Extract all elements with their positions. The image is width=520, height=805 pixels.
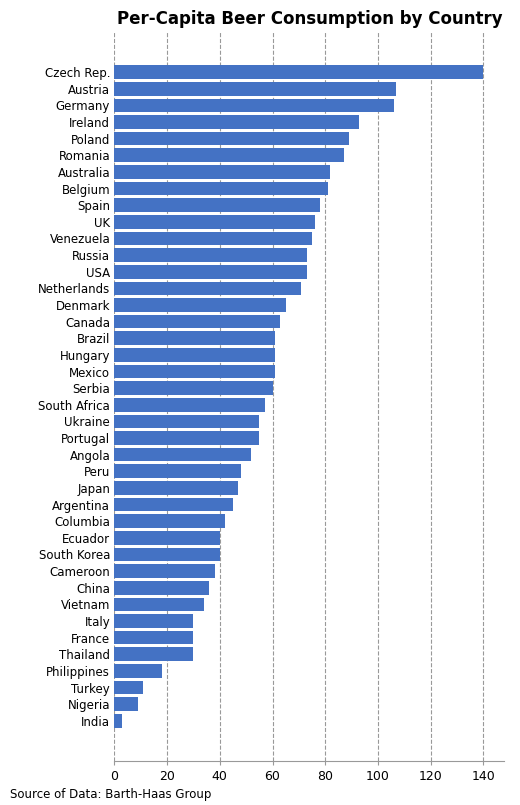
Text: Source of Data: Barth-Haas Group: Source of Data: Barth-Haas Group (10, 788, 212, 801)
Bar (114, 448, 252, 461)
Bar (114, 564, 215, 578)
Bar (114, 681, 144, 695)
Bar (114, 115, 359, 129)
Bar (114, 431, 259, 445)
Bar (114, 215, 315, 229)
Bar (114, 531, 220, 545)
Title: Per-Capita Beer Consumption by Country: Per-Capita Beer Consumption by Country (116, 10, 502, 28)
Bar (114, 265, 307, 279)
Bar (114, 514, 225, 528)
Bar (114, 697, 138, 711)
Bar (114, 614, 193, 628)
Bar (114, 332, 275, 345)
Bar (114, 631, 193, 645)
Bar (114, 98, 394, 112)
Bar (114, 198, 320, 212)
Bar (114, 597, 204, 611)
Bar (114, 365, 275, 378)
Bar (114, 148, 344, 162)
Bar (114, 481, 238, 495)
Bar (114, 248, 307, 262)
Bar (114, 714, 122, 728)
Bar (114, 298, 285, 312)
Bar (114, 65, 483, 79)
Bar (114, 415, 259, 428)
Bar (114, 232, 312, 246)
Bar (114, 547, 220, 561)
Bar (114, 315, 280, 328)
Bar (114, 282, 302, 295)
Bar (114, 398, 265, 411)
Bar (114, 382, 272, 395)
Bar (114, 82, 396, 96)
Bar (114, 664, 162, 678)
Bar (114, 182, 328, 196)
Bar (114, 165, 331, 179)
Bar (114, 581, 209, 595)
Bar (114, 497, 233, 511)
Bar (114, 464, 241, 478)
Bar (114, 647, 193, 661)
Bar (114, 132, 349, 146)
Bar (114, 348, 275, 361)
